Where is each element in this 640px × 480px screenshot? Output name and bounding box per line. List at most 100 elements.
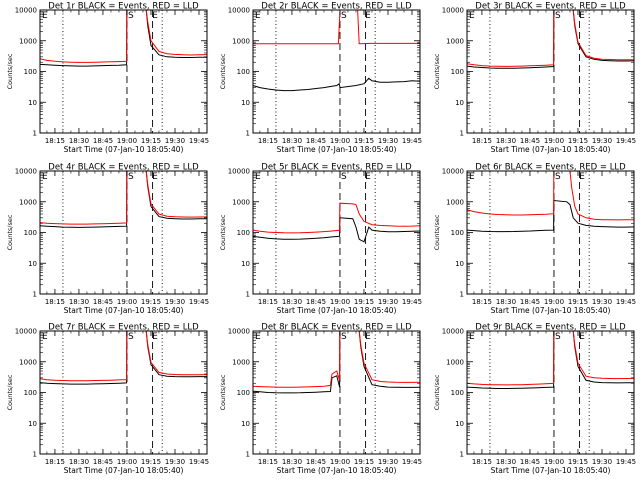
y-tick-label: 100 xyxy=(24,389,37,397)
plot-frame xyxy=(466,170,635,295)
y-tick-label: 10 xyxy=(455,99,464,107)
x-tick-label: 18:15 xyxy=(45,458,65,466)
y-tick-label: 1 xyxy=(33,451,37,459)
panel-title: Det 6r BLACK = Events, RED = LLD xyxy=(475,163,626,173)
x-axis-label: Start Time (07-Jan-10 18:05:40) xyxy=(64,466,184,475)
x-tick-label: 19:45 xyxy=(189,137,209,145)
x-tick-label: 18:45 xyxy=(93,458,113,466)
x-axis-label: Start Time (07-Jan-10 18:05:40) xyxy=(64,145,184,154)
y-tick-label: 1000 xyxy=(19,358,37,366)
x-axis-label: Start Time (07-Jan-10 18:05:40) xyxy=(491,306,611,315)
start-marker-label: E xyxy=(255,11,261,21)
plot-frame xyxy=(39,9,208,134)
x-tick-label: 19:30 xyxy=(378,298,398,306)
y-axis-label: Counts/sec xyxy=(433,53,441,89)
start-marker-label: E xyxy=(469,11,475,21)
x-tick-label: 18:45 xyxy=(93,298,113,306)
events-series-line xyxy=(40,331,207,385)
x-axis-label: Start Time (07-Jan-10 18:05:40) xyxy=(491,145,611,154)
lld-series-line xyxy=(253,202,420,234)
x-tick-label: 19:30 xyxy=(165,458,185,466)
panel-title: Det 9r BLACK = Events, RED = LLD xyxy=(475,323,626,333)
x-tick-label: 18:15 xyxy=(258,137,278,145)
x-axis-label: Start Time (07-Jan-10 18:05:40) xyxy=(277,145,397,154)
x-tick-label: 19:00 xyxy=(117,137,137,145)
y-tick-label: 10000 xyxy=(228,328,250,336)
x-tick-label: 19:45 xyxy=(616,298,636,306)
y-tick-label: 1000 xyxy=(446,37,464,45)
y-tick-label: 10000 xyxy=(442,168,464,176)
y-axis-label: Counts/sec xyxy=(433,374,441,410)
y-tick-label: 1000 xyxy=(446,198,464,206)
y-axis-label: Counts/sec xyxy=(433,214,441,250)
x-tick-label: 19:15 xyxy=(568,298,588,306)
x-tick-label: 19:00 xyxy=(330,298,350,306)
x-tick-label: 18:15 xyxy=(258,298,278,306)
end-marker-label: E xyxy=(579,172,585,182)
plot-frame xyxy=(39,170,208,295)
start-marker-label: E xyxy=(255,332,261,342)
y-tick-label: 10 xyxy=(241,99,250,107)
panel-title: Det 8r BLACK = Events, RED = LLD xyxy=(261,323,412,333)
end-marker-label: E xyxy=(152,172,158,182)
y-tick-label: 100 xyxy=(451,229,464,237)
y-axis-label: Counts/sec xyxy=(6,214,14,250)
events-series-line xyxy=(467,331,634,389)
y-tick-label: 10000 xyxy=(228,168,250,176)
x-tick-label: 18:45 xyxy=(306,137,326,145)
events-series-line xyxy=(253,77,420,92)
x-tick-label: 19:15 xyxy=(354,137,374,145)
y-tick-label: 1 xyxy=(33,130,37,138)
x-axis-label: Start Time (07-Jan-10 18:05:40) xyxy=(277,306,397,315)
y-tick-label: 1000 xyxy=(232,358,250,366)
x-tick-label: 18:30 xyxy=(496,298,516,306)
panel-title: Det 7r BLACK = Events, RED = LLD xyxy=(48,323,199,333)
lld-series-line xyxy=(253,10,420,45)
start-marker-label: E xyxy=(469,172,475,182)
plot-frame xyxy=(466,330,635,455)
panel-title: Det 4r BLACK = Events, RED = LLD xyxy=(48,163,199,173)
x-tick-label: 18:45 xyxy=(306,298,326,306)
x-tick-label: 19:30 xyxy=(592,137,612,145)
x-tick-label: 18:30 xyxy=(496,458,516,466)
y-tick-label: 1 xyxy=(246,130,250,138)
y-tick-label: 1000 xyxy=(232,37,250,45)
y-tick-label: 1 xyxy=(246,291,250,299)
y-tick-label: 10000 xyxy=(442,7,464,15)
lld-series-line xyxy=(40,10,207,63)
end-marker-label: E xyxy=(579,11,585,21)
y-tick-label: 10 xyxy=(241,260,250,268)
s-marker-label: S xyxy=(555,172,561,182)
x-tick-label: 19:15 xyxy=(568,458,588,466)
x-axis-label: Start Time (07-Jan-10 18:05:40) xyxy=(491,466,611,475)
x-tick-label: 19:15 xyxy=(354,298,374,306)
x-tick-label: 18:30 xyxy=(282,137,302,145)
start-marker-label: E xyxy=(42,172,48,182)
y-axis-label: Counts/sec xyxy=(219,214,227,250)
y-tick-label: 1000 xyxy=(19,37,37,45)
y-tick-label: 10 xyxy=(28,99,37,107)
y-tick-label: 1 xyxy=(246,451,250,459)
y-tick-label: 1000 xyxy=(232,198,250,206)
events-series-line xyxy=(467,10,634,69)
events-series-line xyxy=(40,10,207,67)
x-tick-label: 19:30 xyxy=(378,458,398,466)
y-tick-label: 100 xyxy=(24,68,37,76)
start-marker-label: E xyxy=(42,332,48,342)
x-tick-label: 19:00 xyxy=(544,458,564,466)
events-series-line xyxy=(40,171,207,228)
y-tick-label: 10 xyxy=(455,420,464,428)
x-tick-label: 18:15 xyxy=(472,458,492,466)
x-tick-label: 19:00 xyxy=(544,137,564,145)
x-tick-label: 19:30 xyxy=(378,137,398,145)
lld-series-line xyxy=(40,171,207,225)
x-tick-label: 19:30 xyxy=(165,298,185,306)
y-tick-label: 1 xyxy=(460,291,464,299)
end-marker-label: E xyxy=(365,172,371,182)
panel-title: Det 3r BLACK = Events, RED = LLD xyxy=(475,2,626,12)
x-tick-label: 18:15 xyxy=(45,298,65,306)
end-marker-label: E xyxy=(152,11,158,21)
